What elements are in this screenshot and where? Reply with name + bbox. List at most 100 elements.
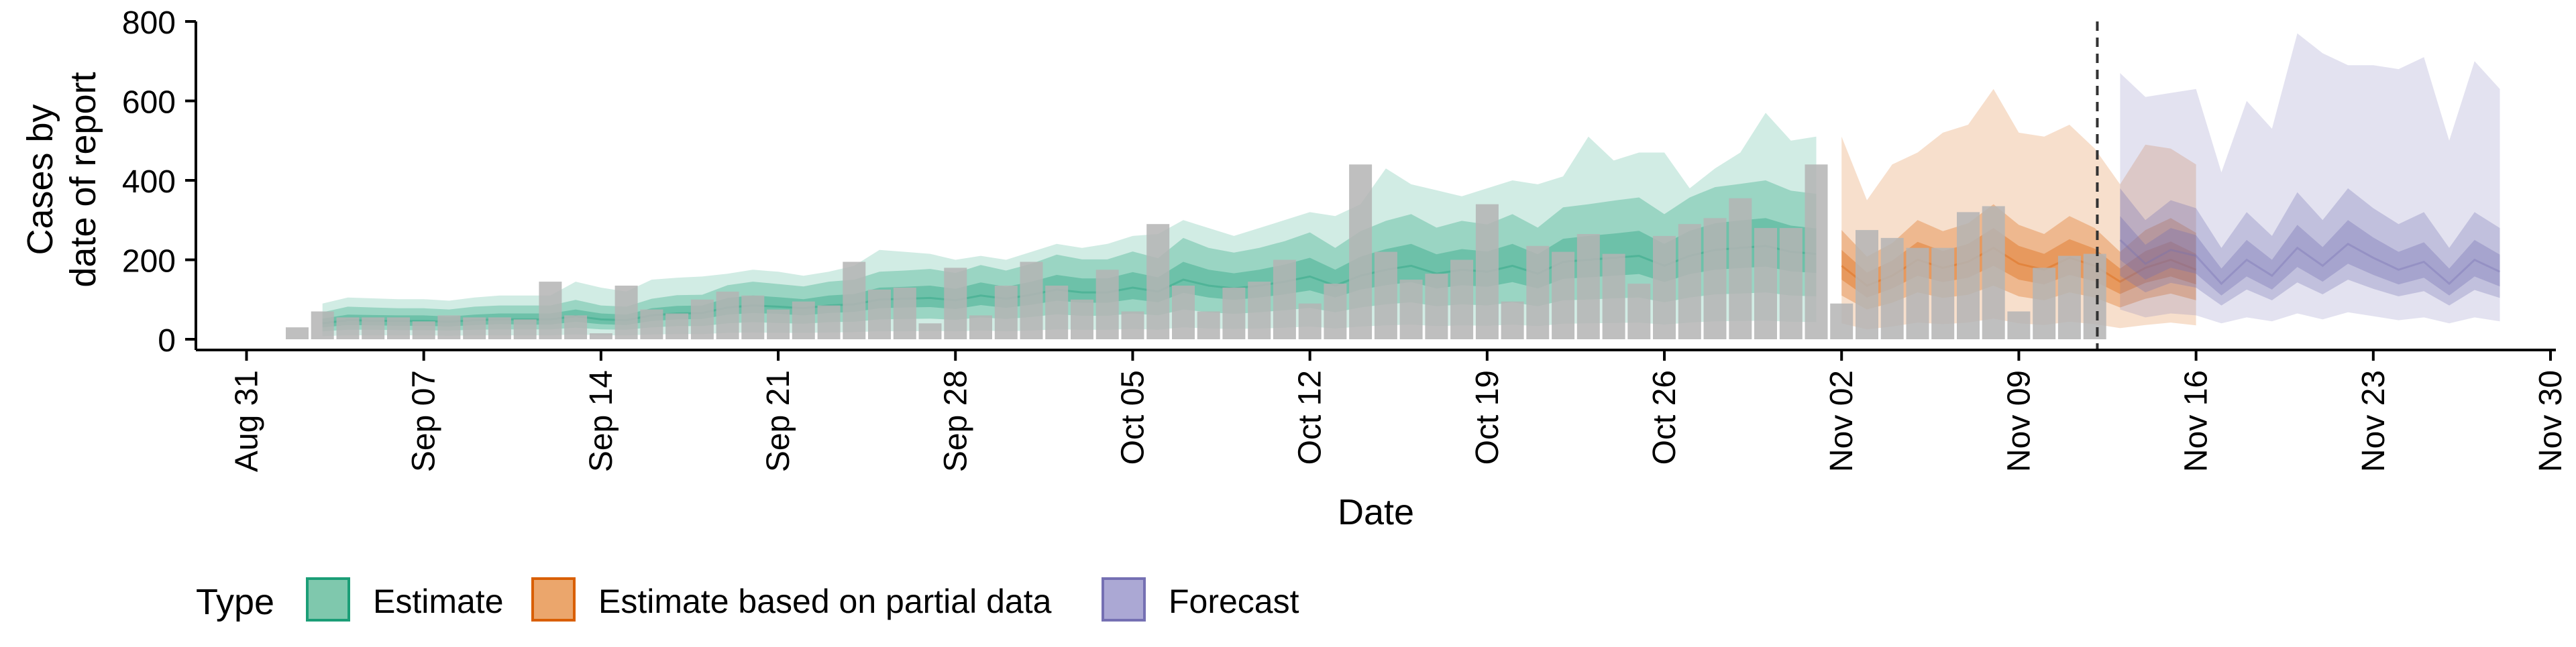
legend: Type Estimate Estimate based on partial d… xyxy=(196,577,1299,622)
x-tick-label: Nov 16 xyxy=(2179,370,2214,472)
case-bar xyxy=(2057,255,2081,339)
x-tick-label: Aug 31 xyxy=(229,370,265,472)
x-tick-label: Nov 30 xyxy=(2533,370,2569,472)
case-bar xyxy=(893,288,916,339)
case-bar xyxy=(2083,253,2106,339)
case-bar xyxy=(1121,311,1144,339)
case-bar xyxy=(1830,303,1854,339)
x-tick-label: Oct 05 xyxy=(1116,370,1151,465)
case-bar xyxy=(286,327,309,339)
case-bar xyxy=(1324,284,1347,339)
case-bar xyxy=(843,261,866,339)
case-bar xyxy=(1856,230,1878,339)
case-bar xyxy=(767,309,790,339)
case-bar xyxy=(1602,253,1625,339)
forecast-inner-band xyxy=(2120,216,2500,296)
case-bar xyxy=(488,317,511,339)
x-tick-label: Nov 09 xyxy=(2001,370,2037,472)
case-bar xyxy=(1222,288,1246,339)
case-bar xyxy=(539,282,562,339)
case-bar xyxy=(1906,247,1929,339)
x-tick-label: Sep 14 xyxy=(584,370,619,472)
case-bar xyxy=(817,305,841,339)
case-bar xyxy=(690,299,714,340)
case-bar xyxy=(614,286,638,339)
case-bar xyxy=(1374,251,1397,339)
x-axis-label: Date xyxy=(1338,492,1414,532)
case-bar xyxy=(1095,270,1119,339)
case-bar xyxy=(994,286,1018,339)
y-tick-label: 0 xyxy=(158,323,176,359)
case-bar xyxy=(1146,224,1170,339)
case-bar xyxy=(1298,303,1322,339)
axes: 0 200 400 600 800 Aug 31 Sep 07 Sep 14 Sep 21 Se… xyxy=(122,5,2569,472)
case-bar xyxy=(1248,282,1271,339)
case-bar xyxy=(1552,251,1575,339)
case-bar xyxy=(1425,274,1448,339)
case-bar xyxy=(1172,286,1195,339)
case-bar xyxy=(564,315,588,339)
case-bar xyxy=(969,315,992,339)
case-bar xyxy=(1653,235,1676,339)
estimate-based-on-partial-data-inner-band xyxy=(1841,228,2196,298)
estimate-inner-band xyxy=(322,218,1817,328)
forecast-median-line xyxy=(2119,239,2501,286)
case-bar xyxy=(1071,299,1093,340)
legend-label-estimate: Estimate xyxy=(373,583,504,620)
bar-layer xyxy=(286,164,2106,340)
case-bar xyxy=(716,291,739,339)
x-tick-label: Sep 28 xyxy=(938,370,973,472)
case-bar xyxy=(362,317,385,339)
legend-swatch-forecast xyxy=(1102,577,1146,622)
case-bar xyxy=(311,311,334,339)
case-bar xyxy=(513,319,537,339)
case-bar xyxy=(437,315,461,339)
forecast-outer-band xyxy=(2120,33,2500,324)
forecast-middle-band xyxy=(2120,188,2500,306)
y-tick-label: 800 xyxy=(122,5,176,41)
case-bar xyxy=(2033,268,2056,339)
y-tick-label: 400 xyxy=(122,164,176,200)
case-bar xyxy=(640,309,663,339)
case-bar xyxy=(336,317,360,339)
case-bar xyxy=(589,333,612,339)
case-bar xyxy=(1450,259,1474,339)
case-bar xyxy=(1349,164,1373,340)
case-bar xyxy=(1703,218,1727,339)
x-tick-label: Sep 21 xyxy=(761,370,796,472)
estimate-based-on-partial-data-middle-band xyxy=(1841,204,2196,310)
case-bar xyxy=(1501,301,1524,339)
case-bar xyxy=(1678,224,1701,339)
case-bar xyxy=(1627,284,1651,339)
estimate-based-on-partial-data-outer-band xyxy=(1841,89,2196,330)
x-tick-label: Oct 12 xyxy=(1293,370,1328,465)
y-axis-label-line-1: Cases by xyxy=(20,104,60,255)
x-tick-label: Oct 19 xyxy=(1470,370,1505,465)
case-bar xyxy=(412,321,435,339)
x-tick-label: Nov 23 xyxy=(2356,370,2392,472)
case-bar xyxy=(918,323,942,339)
case-bar xyxy=(463,317,486,339)
case-bar xyxy=(1020,261,1043,339)
legend-swatch-estimate xyxy=(306,577,350,622)
x-tick-label: Sep 07 xyxy=(407,370,442,472)
legend-label-estimate-based-on-partial-data: Estimate based on partial data xyxy=(598,583,1052,620)
y-ticks: 0 200 400 600 800 xyxy=(122,5,196,359)
y-axis-label-line-2: date of report xyxy=(63,72,103,287)
case-bar xyxy=(1399,280,1423,339)
case-bar xyxy=(944,268,967,339)
case-bar xyxy=(1045,286,1069,339)
x-ticks: Aug 31 Sep 07 Sep 14 Sep 21 Sep 28 Oct 05 Oct … xyxy=(229,350,2569,472)
legend-label-forecast: Forecast xyxy=(1169,583,1299,620)
y-tick-label: 200 xyxy=(122,244,176,280)
case-bar xyxy=(792,301,815,339)
y-tick-label: 600 xyxy=(122,85,176,121)
case-bar xyxy=(1475,204,1499,339)
case-bar xyxy=(2007,311,2031,339)
case-bar xyxy=(1957,212,1980,339)
legend-title: Type xyxy=(196,582,274,622)
case-bar xyxy=(1729,198,1752,339)
case-bar xyxy=(1805,164,1828,340)
